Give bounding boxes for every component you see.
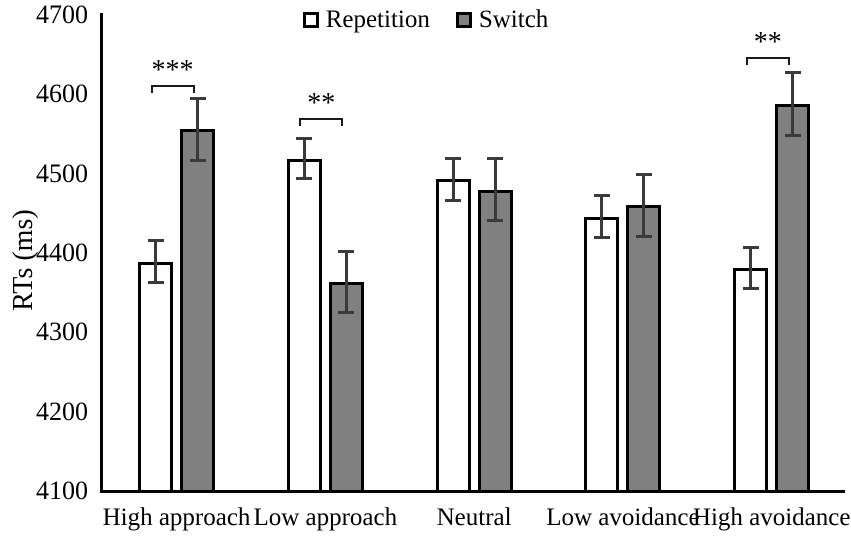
bar-repetition: [584, 216, 620, 493]
bar-repetition: [138, 261, 173, 493]
x-category-label: High avoidance: [692, 504, 851, 531]
error-bar: [749, 247, 753, 289]
x-axis-line: [100, 490, 845, 493]
y-tick-label: 4400: [36, 238, 88, 267]
error-bar-cap-bottom: [147, 281, 164, 285]
y-tick-label: 4300: [36, 317, 88, 347]
error-bar-cap-bottom: [338, 310, 355, 314]
y-tick-label: 4100: [36, 476, 88, 505]
y-tick-label: 4200: [36, 396, 88, 426]
legend: Repetition Switch: [0, 6, 851, 34]
y-tick-label: 4700: [36, 0, 88, 29]
error-bar-cap-top: [147, 239, 164, 243]
error-bar-cap-top: [784, 71, 801, 75]
error-bar-cap-top: [593, 194, 610, 198]
error-bar-cap-bottom: [487, 219, 504, 223]
significance-stars: **: [753, 27, 782, 59]
error-bar-cap-top: [445, 156, 462, 160]
error-bar-cap-bottom: [635, 235, 652, 239]
error-bar: [344, 250, 348, 313]
significance-bracket: [299, 118, 344, 127]
legend-label-switch: Switch: [478, 6, 549, 33]
error-bar: [154, 240, 157, 284]
error-bar: [196, 97, 199, 161]
significance-stars: **: [307, 88, 336, 120]
error-bar-cap-top: [487, 156, 504, 160]
legend-item-repetition: Repetition: [302, 6, 430, 34]
x-category-label: Low approach: [253, 504, 398, 531]
y-tick-label: 4500: [36, 158, 88, 188]
error-bar-cap-bottom: [742, 286, 759, 290]
legend-item-switch: Switch: [455, 6, 549, 34]
error-bar: [600, 195, 604, 238]
error-bar-cap-bottom: [189, 158, 206, 162]
x-category-label: Low avoidance: [546, 504, 700, 531]
bar-switch: [328, 281, 364, 493]
x-category-label: Neutral: [436, 504, 512, 531]
error-bar-cap-bottom: [445, 198, 462, 202]
legend-swatch-repetition: [302, 12, 319, 28]
error-bar-cap-top: [635, 172, 652, 176]
bar-switch: [626, 205, 662, 493]
legend-swatch-switch: [455, 12, 472, 28]
error-bar: [302, 137, 306, 180]
error-bar-cap-bottom: [784, 133, 801, 137]
error-bar-cap-top: [189, 96, 206, 100]
significance-bracket: [150, 84, 195, 93]
bar-switch: [477, 189, 513, 493]
legend-label-repetition: Repetition: [325, 6, 430, 33]
bar-repetition: [733, 268, 769, 493]
x-category-label: High approach: [102, 504, 251, 531]
bar-repetition: [435, 179, 471, 493]
error-bar: [451, 157, 455, 201]
error-bar-cap-bottom: [593, 235, 610, 239]
error-bar-cap-top: [296, 136, 313, 140]
error-bar: [493, 157, 497, 222]
error-bar: [791, 72, 795, 136]
bar-switch: [180, 129, 215, 493]
significance-bracket: [745, 57, 790, 66]
significance-stars: ***: [151, 54, 194, 86]
y-tick-label: 4600: [36, 79, 88, 109]
error-bar: [642, 173, 646, 238]
error-bar-cap-top: [742, 246, 759, 250]
error-bar-cap-top: [338, 249, 355, 253]
y-axis-line: [100, 13, 103, 493]
error-bar-cap-bottom: [296, 177, 313, 181]
bar-switch: [775, 103, 811, 493]
bar-repetition: [286, 158, 322, 493]
